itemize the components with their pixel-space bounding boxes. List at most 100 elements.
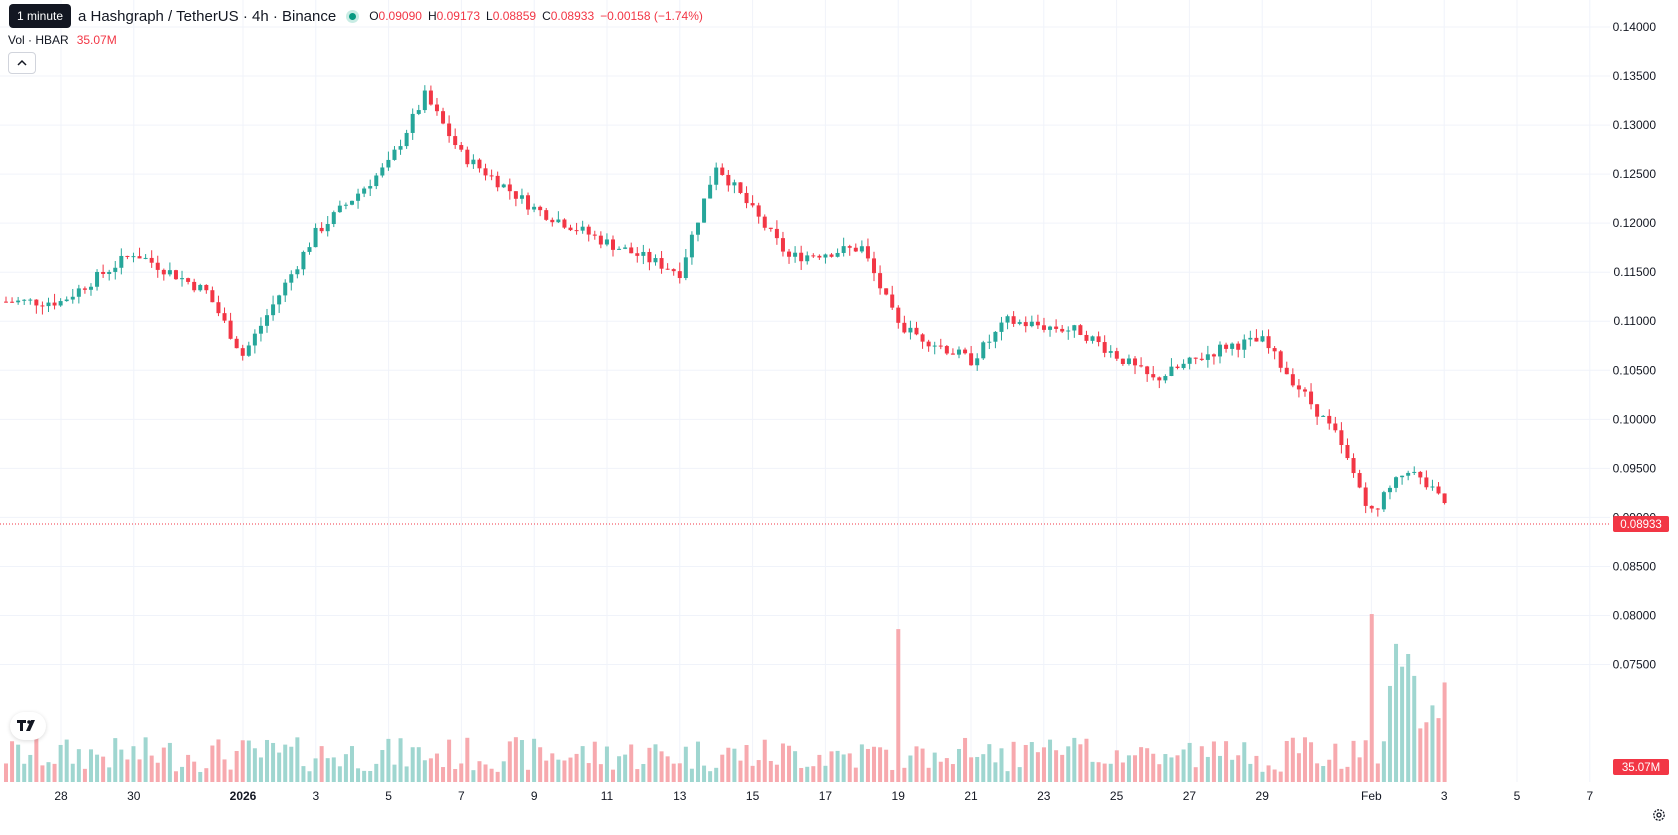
price-tick-label: 0.07500: [1613, 658, 1657, 672]
volume-bar: [562, 760, 567, 782]
price-tick-label: 0.11500: [1614, 265, 1657, 279]
volume-bar: [343, 754, 348, 782]
candle-body: [1302, 389, 1307, 392]
time-tick-label: 17: [819, 789, 833, 803]
candle-body: [611, 239, 615, 250]
candle-body: [362, 188, 367, 194]
volume-bar: [1351, 740, 1356, 782]
volume-bar: [1175, 755, 1180, 782]
current-volume-label: 35.07M: [1613, 759, 1669, 775]
candle-body: [823, 254, 828, 258]
candle-body: [999, 322, 1004, 332]
time-tick-label: 13: [673, 789, 687, 803]
market-status-icon[interactable]: [346, 9, 360, 23]
candle-body: [447, 123, 452, 137]
candle-body: [1236, 343, 1241, 350]
candle-body: [726, 174, 731, 186]
volume-bar: [453, 768, 458, 782]
volume-bar: [392, 764, 397, 782]
candle-body: [926, 341, 931, 347]
volume-bar: [611, 769, 615, 782]
candle-body: [1041, 325, 1046, 330]
volume-bar: [374, 763, 379, 782]
candle-body: [1290, 374, 1295, 386]
candle-body: [853, 247, 858, 252]
volume-bar: [975, 756, 980, 782]
candle-body: [519, 195, 524, 199]
volume-bar: [58, 744, 63, 782]
time-tick-label: Feb: [1361, 789, 1382, 803]
volume-bar: [538, 747, 543, 782]
volume-legend[interactable]: Vol · HBAR 35.07M: [8, 33, 117, 47]
candle-body: [507, 184, 512, 192]
volume-bar: [198, 771, 203, 782]
volume-bar: [774, 764, 779, 782]
candle-body: [1205, 354, 1210, 360]
candle-body: [1181, 363, 1186, 369]
volume-bar: [993, 762, 998, 782]
candle-body: [10, 301, 15, 303]
candle-body: [835, 252, 840, 257]
candle-body: [944, 346, 949, 354]
volume-bar: [1309, 742, 1314, 782]
volume-bar: [380, 750, 385, 782]
volume-bar: [647, 747, 652, 782]
volume-bar: [981, 754, 986, 782]
volume-bar: [1133, 755, 1138, 782]
volume-bar: [101, 756, 106, 782]
candle-body: [932, 345, 937, 347]
volume-bar: [95, 754, 100, 782]
candle-body: [1315, 404, 1320, 417]
volume-bar: [1011, 741, 1016, 782]
volume-bar: [859, 744, 864, 782]
candle-body: [198, 284, 203, 291]
time-axis[interactable]: 28 30 2026 3 5 7 9 11 13 15 17 19 21 23 25 27 29 Feb 3 5 7: [54, 789, 1593, 803]
candle-body: [1169, 366, 1174, 377]
candle-body: [884, 288, 889, 295]
candle-body: [780, 238, 785, 252]
tradingview-logo-icon[interactable]: [10, 712, 46, 740]
time-tick-label: 11: [601, 789, 614, 803]
volume-bar: [1321, 766, 1326, 782]
volume-bar: [465, 737, 470, 782]
volume-bar: [167, 742, 172, 782]
volume-bar: [1054, 750, 1059, 782]
volume-label: Vol · HBAR: [8, 33, 69, 47]
low-value: 0.08859: [492, 9, 537, 23]
high-label: H: [427, 9, 437, 23]
volume-bar: [1048, 739, 1053, 782]
volume-bar: [1078, 744, 1083, 782]
volume-bar: [349, 746, 354, 782]
candle-body: [623, 247, 628, 249]
price-tick-label: 0.13000: [1613, 118, 1657, 132]
volume-bar: [872, 746, 877, 782]
candle-body: [1394, 477, 1399, 488]
price-axis[interactable]: 0.14000 0.13500 0.13000 0.12500 0.12000 0.115…: [1613, 20, 1657, 672]
low-label: L: [486, 9, 493, 23]
candle-body: [708, 184, 713, 199]
volume-bar: [313, 758, 318, 782]
settings-gear-icon[interactable]: [1652, 808, 1666, 825]
candle-body: [1035, 321, 1040, 326]
volume-bar: [550, 753, 555, 782]
candle-body: [422, 90, 427, 111]
collapse-legend-button[interactable]: [8, 52, 36, 74]
candle-body: [101, 271, 106, 274]
candle-body: [28, 299, 33, 301]
candle-body: [1278, 351, 1283, 368]
candle-body: [1199, 358, 1204, 360]
volume-bar: [1163, 754, 1168, 782]
volume-bar: [404, 766, 409, 782]
close-value: 0.08933: [550, 9, 595, 23]
volume-bar: [180, 766, 185, 782]
open-value: 0.09090: [378, 9, 422, 23]
candle-body: [398, 146, 403, 150]
volume-bar: [386, 738, 391, 782]
candle-body: [787, 251, 792, 257]
volume-bar: [337, 766, 342, 782]
candle-body: [1108, 351, 1113, 353]
volume-bar: [817, 754, 822, 782]
candle-body: [1072, 325, 1077, 331]
symbol-title[interactable]: a Hashgraph / TetherUS · 4h · Binance: [78, 7, 337, 25]
